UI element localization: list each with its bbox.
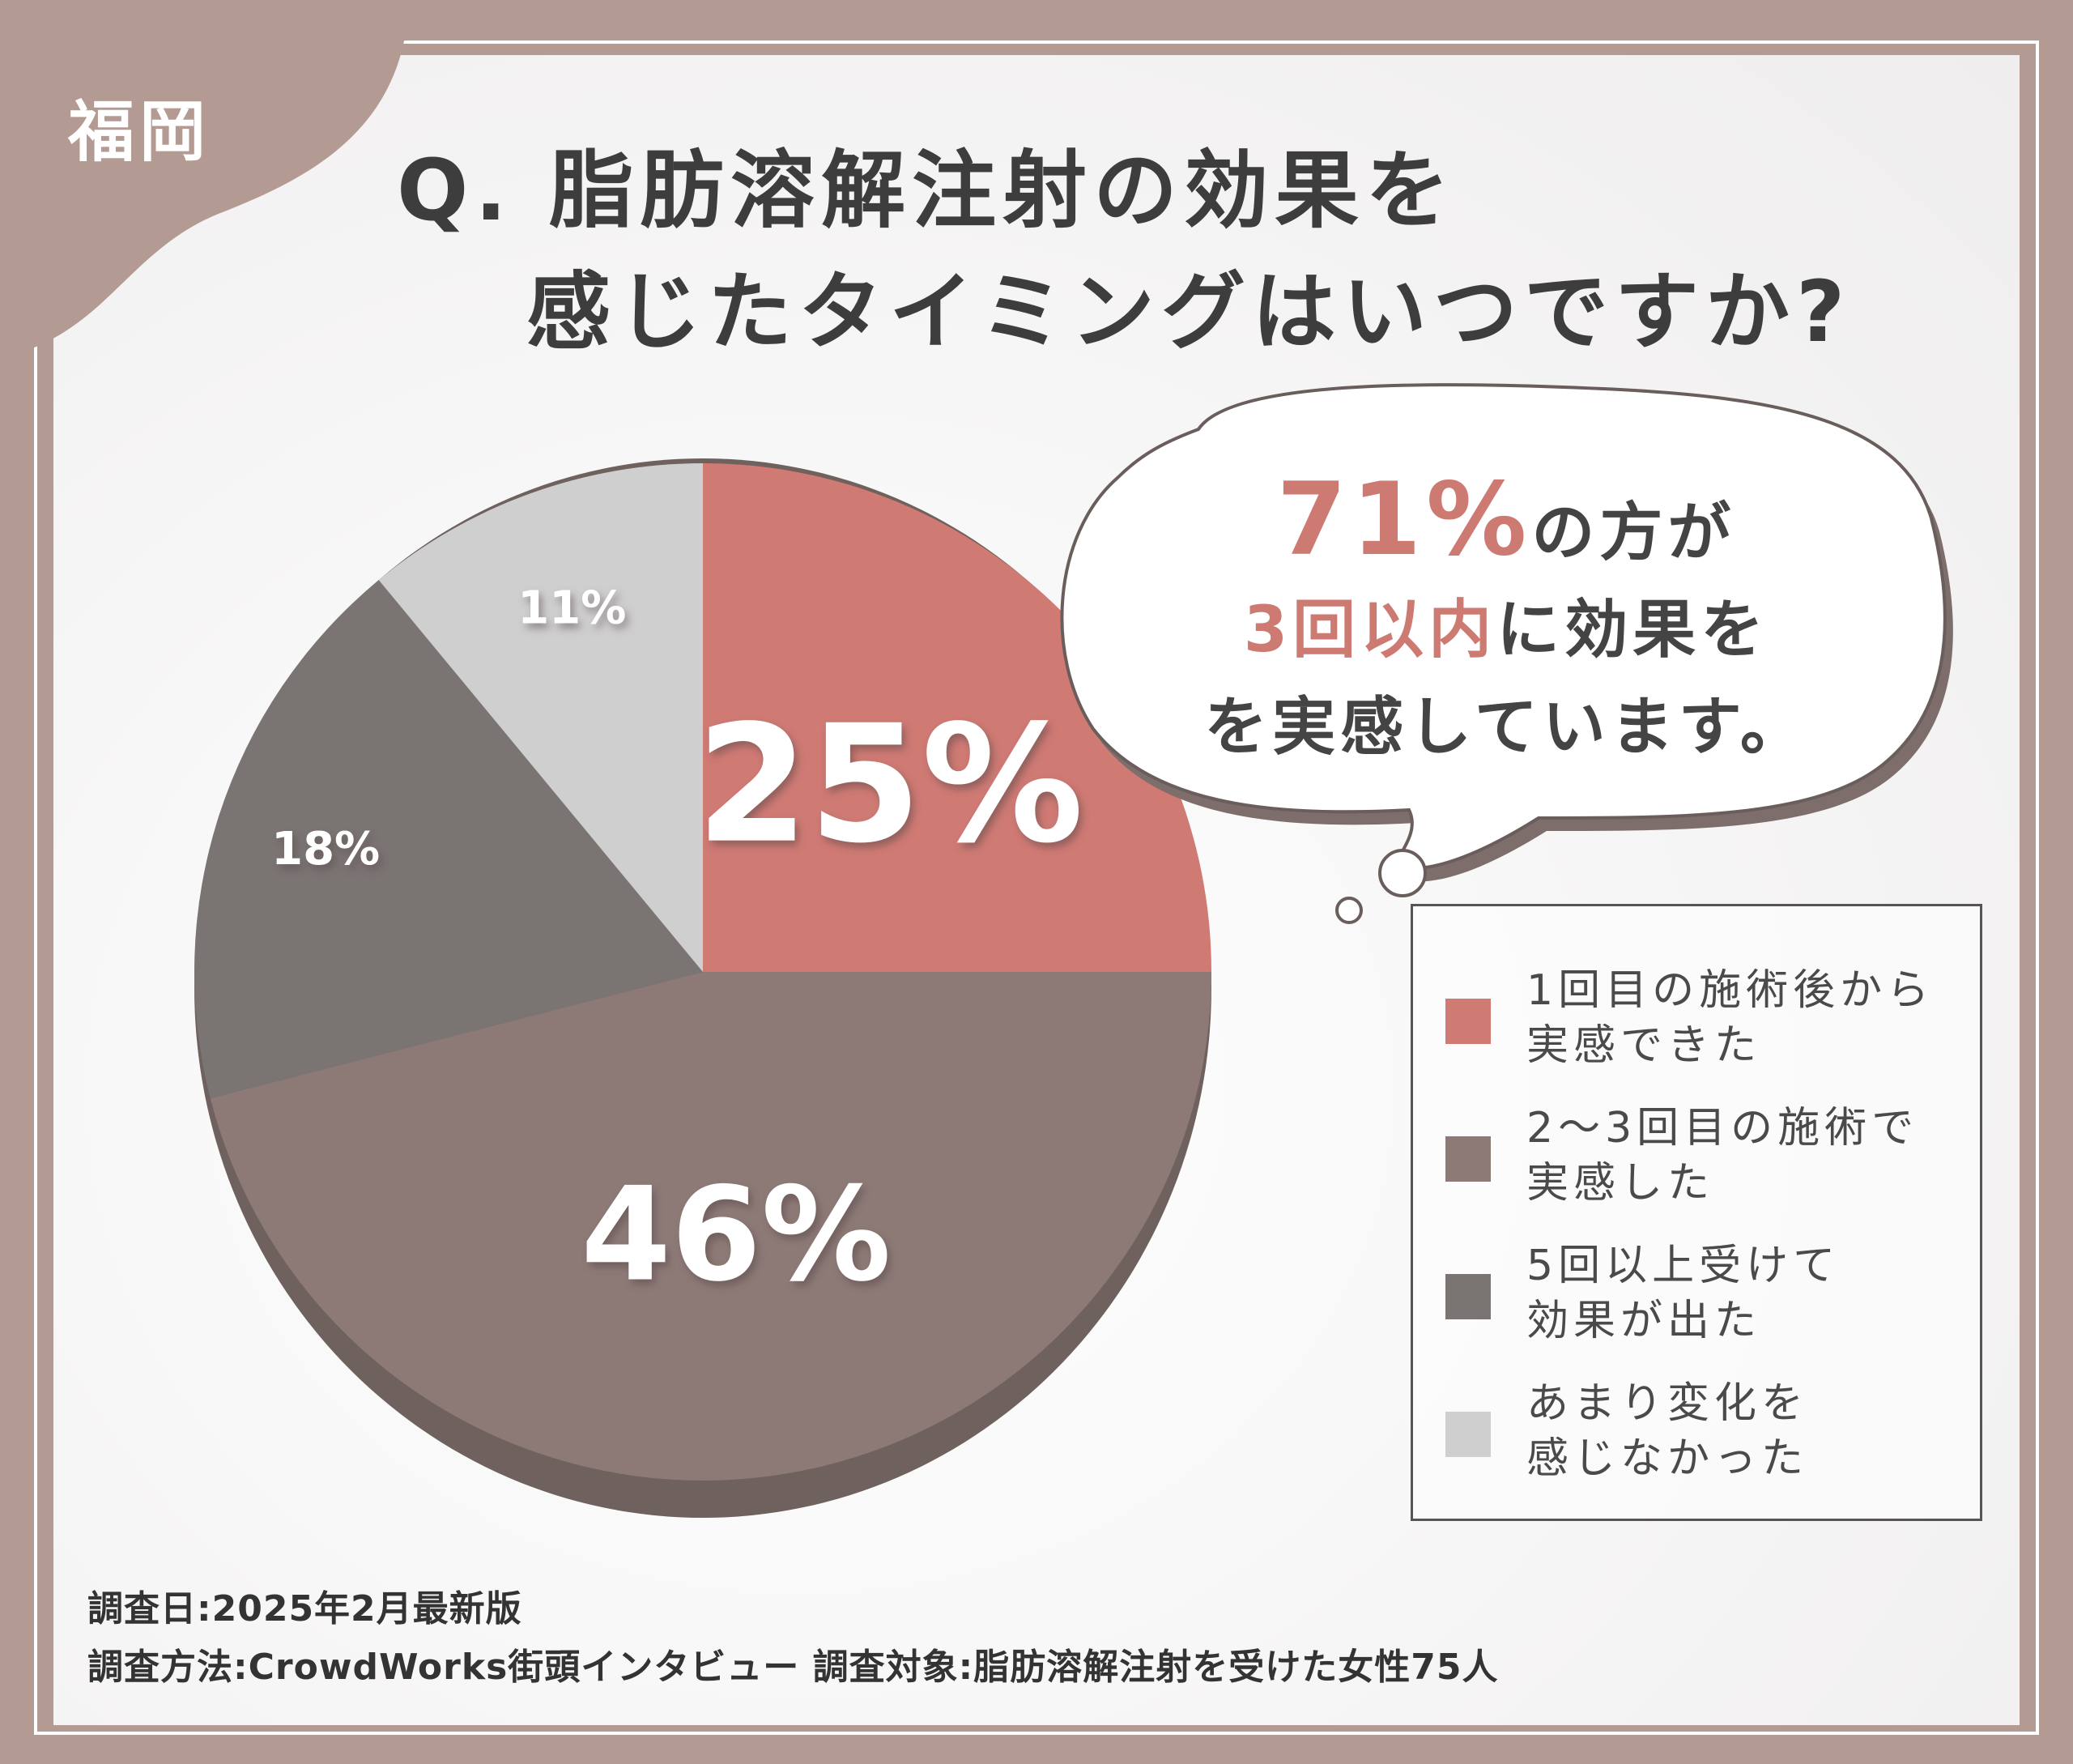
- bubble-dot-small: [1335, 897, 1363, 924]
- bubble-line-1: 71%の方が: [1077, 462, 1935, 578]
- footer-survey-method: 調査方法:CrowdWorks街頭インタビュー 調査対象:脂肪溶解注射を受けた女…: [87, 1647, 1499, 1688]
- legend-label-line-1: 1回目の施術後から: [1526, 966, 1935, 1015]
- question-line-2: 感じたタイミングはいつですか?: [526, 262, 1852, 361]
- legend-swatch: [1445, 1136, 1491, 1182]
- legend-item: 5回以上受けて 効果が出た: [1445, 1238, 1964, 1352]
- bubble-line-2: 3回以内に効果を: [1077, 579, 1935, 670]
- legend-label: 5回以上受けて 効果が出た: [1526, 1238, 1964, 1349]
- legend-label-line-1: 5回以上受けて: [1526, 1242, 1841, 1290]
- legend-item: 2〜3回目の施術で 実感した: [1445, 1101, 1964, 1214]
- legend-label-line-1: 2〜3回目の施術で: [1526, 1104, 1919, 1153]
- bubble-line-3: を実感しています。: [1204, 691, 1808, 764]
- pie-label-no-change: 11%: [517, 582, 626, 634]
- region-tag: 福岡: [68, 94, 211, 171]
- legend-swatch: [1445, 1412, 1491, 1457]
- pie-slice-5-plus-sessions: [194, 580, 703, 1099]
- legend-swatch: [1445, 1274, 1491, 1319]
- region-tag-shape: [0, 0, 409, 356]
- pie-slice-first-session: [703, 463, 1211, 972]
- bubble-body: [1060, 383, 1947, 871]
- pie-label-first-session: 25%: [696, 691, 1084, 880]
- legend-swatch: [1445, 999, 1491, 1044]
- footer-survey-date: 調査日:2025年2月最新版: [87, 1588, 522, 1630]
- legend-label-line-2: 効果が出た: [1526, 1297, 1762, 1345]
- pie-slice-2-3-sessions: [210, 972, 1212, 1481]
- legend-label-line-2: 実感した: [1526, 1159, 1715, 1208]
- pie-label-5-plus-sessions: 18%: [271, 823, 380, 876]
- legend-item: あまり変化を 感じなかった: [1445, 1376, 1964, 1489]
- legend-label: あまり変化を 感じなかった: [1526, 1376, 1964, 1486]
- question-line-1: Q. 脂肪溶解注射の効果を: [397, 141, 1457, 240]
- legend-label-line-2: 実感できた: [1526, 1021, 1762, 1070]
- bubble-percent: 71%: [1276, 462, 1532, 578]
- bubble-highlight: 3回以内: [1243, 594, 1497, 667]
- pie-label-2-3-sessions: 46%: [581, 1158, 891, 1310]
- bubble-dot-large: [1378, 849, 1427, 897]
- legend: 1回目の施術後から 実感できた 2〜3回目の施術で 実感した 5回以上受けて 効…: [1411, 904, 1982, 1521]
- legend-label: 2〜3回目の施術で 実感した: [1526, 1101, 1964, 1211]
- legend-label-line-1: あまり変化を: [1526, 1379, 1809, 1428]
- pie-slice-no-change: [378, 463, 703, 972]
- legend-item: 1回目の施術後から 実感できた: [1445, 963, 1964, 1076]
- legend-label: 1回目の施術後から 実感できた: [1526, 963, 1964, 1073]
- legend-label-line-2: 感じなかった: [1526, 1434, 1809, 1483]
- bubble-line-2-rest: に効果を: [1496, 594, 1769, 667]
- bubble-line-1-rest: の方が: [1531, 496, 1736, 569]
